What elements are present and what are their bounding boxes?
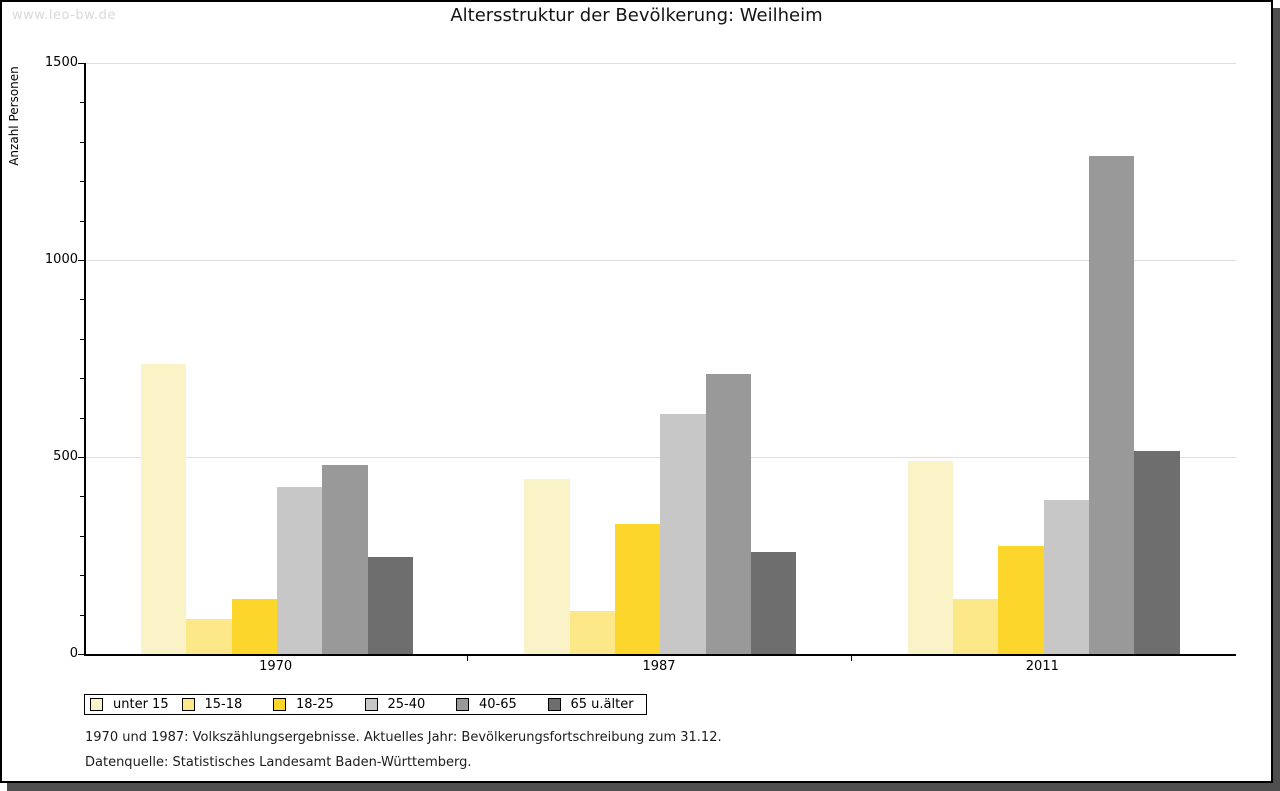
- bar-2011-18-25: [998, 545, 1044, 654]
- x-axis-tick-2: [850, 656, 852, 661]
- y-axis-minor-tick-1100: [80, 220, 84, 222]
- bar-1970-15-18: [186, 618, 232, 654]
- legend-swatch-65-u-älter: [547, 698, 561, 711]
- bar-1987-40-65: [705, 374, 751, 654]
- legend-swatch-unter-15: [90, 698, 103, 711]
- y-tick-label-500: 500: [53, 449, 78, 464]
- y-axis-minor-tick-600: [80, 417, 84, 419]
- y-axis-minor-tick-700: [80, 378, 84, 380]
- legend: unter 15 15-18 18-25 25-40 40-65 65 u.älter: [84, 694, 647, 715]
- y-tick-label-0: 0: [69, 646, 78, 661]
- bar-1970-65-u-älter: [367, 557, 413, 654]
- bar-2011-40-65: [1088, 155, 1135, 654]
- legend-item-15-18: 15-18: [181, 697, 274, 712]
- bar-1970-25-40: [276, 486, 323, 654]
- x-tick-label-2011: 2011: [1025, 659, 1059, 674]
- y-axis-label: Anzahl Personen: [7, 66, 21, 166]
- y-axis-major-tick-1500: [78, 63, 84, 64]
- legend-item-label: 15-18: [204, 697, 243, 712]
- legend-item-label: unter 15: [113, 697, 169, 712]
- watermark: www.leo-bw.de: [12, 8, 116, 23]
- x-axis-tick-1: [467, 656, 469, 661]
- bar-1987-25-40: [660, 413, 706, 654]
- legend-item-18-25: 18-25: [273, 697, 365, 712]
- footnote-source-line: 1970 und 1987: Volkszählungsergebnisse. …: [85, 730, 722, 745]
- legend-item-25-40: 25-40: [364, 697, 457, 712]
- y-tick-label-1000: 1000: [44, 252, 78, 267]
- plot-area: [84, 63, 1236, 656]
- gridline-1500: [86, 63, 1236, 64]
- x-tick-label-1970: 1970: [259, 659, 293, 674]
- legend-item-label: 25-40: [387, 697, 426, 712]
- legend-item-label: 18-25: [296, 697, 334, 712]
- y-axis-minor-tick-1400: [80, 102, 84, 104]
- legend-item-label: 65 u.älter: [570, 697, 634, 712]
- legend-item-65-u-älter: 65 u.älter: [547, 697, 634, 712]
- bar-1987-unter-15: [524, 478, 570, 654]
- legend-swatch-15-18: [181, 698, 195, 711]
- bar-1987-65-u-älter: [750, 551, 797, 654]
- bar-2011-unter-15: [907, 460, 953, 654]
- chart-title: Altersstruktur der Bevölkerung: Weilheim: [450, 5, 823, 26]
- legend-item-label: 40-65: [479, 697, 517, 712]
- y-axis-minor-tick-1200: [80, 181, 84, 183]
- y-axis-minor-tick-1300: [80, 141, 84, 143]
- legend-item-unter-15: unter 15: [90, 697, 182, 712]
- bar-1970-unter-15: [141, 364, 187, 654]
- bar-2011-65-u-älter: [1134, 451, 1180, 654]
- legend-swatch-40-65: [456, 698, 469, 711]
- y-axis-minor-tick-100: [80, 614, 84, 616]
- y-axis-minor-tick-200: [80, 575, 84, 577]
- bar-1987-15-18: [569, 610, 615, 654]
- footnote-data-source: Datenquelle: Statistisches Landesamt Bad…: [85, 755, 472, 770]
- bar-2011-15-18: [952, 598, 999, 654]
- y-tick-label-1500: 1500: [44, 55, 78, 70]
- y-axis-minor-tick-400: [80, 496, 84, 498]
- bar-1970-18-25: [231, 598, 277, 654]
- y-axis-minor-tick-900: [80, 299, 84, 301]
- bar-2011-25-40: [1043, 500, 1089, 654]
- y-axis-major-tick-1000: [78, 260, 84, 261]
- y-axis-major-tick-500: [78, 457, 84, 458]
- legend-swatch-25-40: [364, 698, 378, 711]
- bar-1987-18-25: [614, 523, 661, 654]
- y-axis-minor-tick-300: [80, 535, 84, 537]
- bar-1970-40-65: [322, 464, 368, 654]
- legend-item-40-65: 40-65: [456, 697, 548, 712]
- legend-swatch-18-25: [273, 698, 286, 711]
- x-tick-label-1987: 1987: [642, 659, 676, 674]
- y-axis-minor-tick-800: [80, 338, 84, 340]
- gridline-1000: [86, 260, 1236, 261]
- y-axis-major-tick-0: [78, 654, 84, 655]
